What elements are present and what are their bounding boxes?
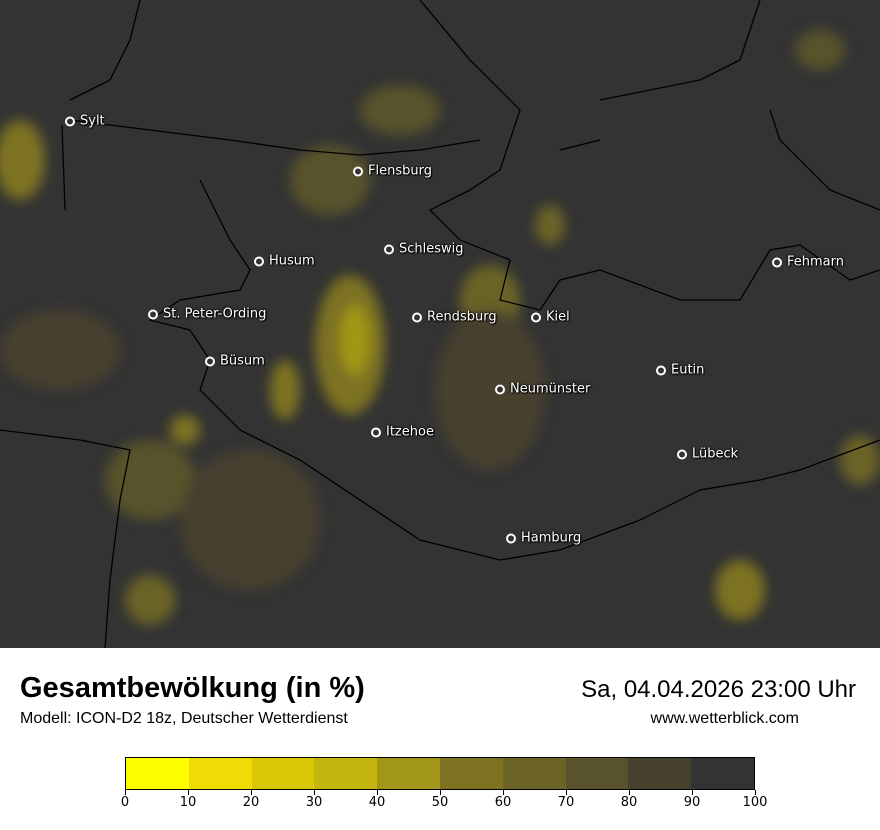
city-dot-icon — [353, 166, 363, 176]
city-dot-icon — [531, 312, 541, 322]
legend-tick — [440, 790, 441, 795]
city-dot-icon — [495, 384, 505, 394]
legend-swatch — [628, 758, 692, 789]
map-layers — [0, 0, 880, 648]
legend-swatch — [502, 758, 566, 789]
forecast-datetime: Sa, 04.04.2026 23:00 Uhr — [581, 676, 856, 703]
cloud-fields — [0, 30, 880, 625]
legend-tick — [251, 790, 252, 795]
city-marker[interactable]: Rendsburg — [412, 310, 497, 325]
city-label: Neumünster — [510, 381, 591, 397]
coastlines — [0, 0, 880, 648]
city-marker[interactable]: Büsum — [205, 354, 265, 369]
legend-tick — [692, 790, 693, 795]
legend-tick-label: 100 — [742, 795, 768, 810]
legend-tick-label: 50 — [431, 795, 449, 810]
city-marker[interactable]: Neumünster — [495, 382, 590, 397]
legend-tick-label: 60 — [494, 795, 512, 810]
city-label: Lübeck — [692, 446, 739, 462]
city-label: Hamburg — [521, 530, 582, 546]
legend-tick-label: 90 — [683, 795, 701, 810]
city-dot-icon — [205, 356, 215, 366]
city-dot-icon — [506, 533, 516, 543]
city-dot-icon — [148, 309, 158, 319]
city-marker[interactable]: Kiel — [531, 310, 570, 325]
legend-tick — [566, 790, 567, 795]
legend-swatch — [188, 758, 252, 789]
legend-tick-label: 20 — [242, 795, 260, 810]
city-label: Rendsburg — [427, 309, 497, 325]
city-label: Husum — [269, 253, 315, 269]
city-label: Sylt — [80, 113, 105, 129]
city-dot-icon — [772, 257, 782, 267]
city-marker[interactable]: Husum — [254, 254, 315, 269]
city-marker[interactable]: Schleswig — [384, 242, 464, 257]
city-label: Schleswig — [399, 241, 464, 257]
city-label: Büsum — [220, 353, 265, 369]
city-label: Itzehoe — [386, 424, 434, 440]
city-dot-icon — [677, 449, 687, 459]
city-dot-icon — [371, 427, 381, 437]
city-dot-icon — [656, 365, 666, 375]
city-marker[interactable]: Flensburg — [353, 164, 432, 179]
legend-swatch — [314, 758, 378, 789]
legend-tick — [377, 790, 378, 795]
legend-swatch — [691, 758, 754, 789]
city-label: Fehmarn — [787, 254, 844, 270]
legend-tick — [503, 790, 504, 795]
city-marker[interactable]: Eutin — [656, 363, 704, 378]
legend-tick — [755, 790, 756, 795]
city-label: Eutin — [671, 362, 705, 378]
legend-tick-label: 40 — [368, 795, 386, 810]
city-dot-icon — [65, 116, 75, 126]
legend-tick-label: 10 — [179, 795, 197, 810]
city-marker[interactable]: St. Peter-Ording — [148, 307, 266, 322]
legend-tick — [314, 790, 315, 795]
legend-swatch — [251, 758, 315, 789]
legend-swatch — [439, 758, 503, 789]
city-dot-icon — [254, 256, 264, 266]
legend-tick-label: 80 — [620, 795, 638, 810]
legend-swatch — [377, 758, 440, 789]
city-dot-icon — [384, 244, 394, 254]
city-marker[interactable]: Sylt — [65, 114, 105, 129]
legend-tick-label: 70 — [557, 795, 575, 810]
legend-tick — [629, 790, 630, 795]
city-label: St. Peter-Ording — [163, 306, 267, 322]
city-label: Kiel — [546, 309, 570, 325]
cloud-cover-map: Sylt Flensburg Schleswig Husum Fehmarn S… — [0, 0, 880, 648]
city-marker[interactable]: Hamburg — [506, 531, 581, 546]
map-title: Gesamtbewölkung (in %) — [20, 672, 365, 704]
legend-tick-label: 30 — [305, 795, 323, 810]
legend-swatch — [126, 758, 189, 789]
legend-tick-label: 0 — [120, 795, 130, 810]
city-marker[interactable]: Lübeck — [677, 447, 738, 462]
city-marker[interactable]: Fehmarn — [772, 255, 844, 270]
city-marker[interactable]: Itzehoe — [371, 425, 434, 440]
color-legend-bar — [125, 757, 755, 790]
legend-swatch — [565, 758, 629, 789]
legend-tick — [125, 790, 126, 795]
legend-tick — [188, 790, 189, 795]
website-label: www.wetterblick.com — [650, 710, 799, 727]
city-dot-icon — [412, 312, 422, 322]
model-subtitle: Modell: ICON-D2 18z, Deutscher Wetterdie… — [20, 710, 348, 727]
city-label: Flensburg — [368, 163, 432, 179]
